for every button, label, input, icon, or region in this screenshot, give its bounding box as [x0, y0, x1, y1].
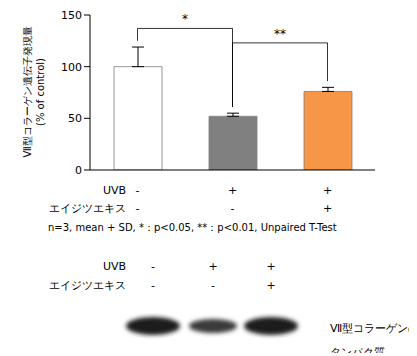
svg-text:*: * — [182, 12, 188, 26]
html-text:(% of control): (% of control) — [35, 58, 46, 126]
html-text:UVB: UVB — [102, 260, 126, 273]
svg-text:0: 0 — [75, 164, 82, 177]
html-text:Ⅶ型コラーゲン遺伝子発現量: Ⅶ型コラーゲン遺伝子発現量 — [22, 26, 33, 158]
svg-text:100: 100 — [61, 61, 82, 74]
html-text:エイジツエキス: エイジツエキス — [49, 279, 126, 292]
svg-text:150: 150 — [61, 9, 82, 22]
html-text:n=3, mean + SD, *：p<0.05, **：p: n=3, mean + SD, *：p<0.05, **：p<0.01, Unp… — [48, 222, 337, 233]
html-text:UVB: UVB — [102, 184, 126, 197]
svg-text:**: ** — [274, 27, 286, 41]
html-text:エイジツエキス: エイジツエキス — [49, 202, 126, 215]
svg-text:50: 50 — [68, 112, 82, 125]
